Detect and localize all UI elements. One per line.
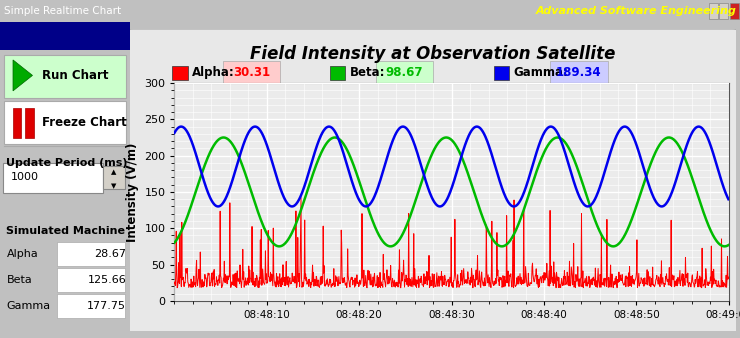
Text: Beta:: Beta: bbox=[349, 66, 385, 79]
FancyBboxPatch shape bbox=[730, 3, 739, 19]
FancyBboxPatch shape bbox=[13, 108, 21, 138]
Text: Freeze Chart: Freeze Chart bbox=[41, 116, 127, 129]
FancyBboxPatch shape bbox=[4, 101, 126, 144]
FancyBboxPatch shape bbox=[494, 66, 509, 80]
Text: ▲: ▲ bbox=[112, 169, 117, 175]
Y-axis label: Intensity (V/m): Intensity (V/m) bbox=[126, 142, 138, 242]
Text: 98.67: 98.67 bbox=[386, 66, 423, 79]
Text: Alpha: Alpha bbox=[7, 249, 38, 259]
Polygon shape bbox=[13, 60, 33, 91]
FancyBboxPatch shape bbox=[376, 61, 433, 85]
FancyBboxPatch shape bbox=[25, 108, 34, 138]
Text: Alpha:: Alpha: bbox=[192, 66, 235, 79]
FancyBboxPatch shape bbox=[719, 3, 728, 19]
FancyBboxPatch shape bbox=[4, 55, 126, 98]
Text: 189.34: 189.34 bbox=[556, 66, 602, 79]
FancyBboxPatch shape bbox=[57, 294, 125, 318]
Text: Beta: Beta bbox=[7, 275, 33, 285]
FancyBboxPatch shape bbox=[124, 29, 740, 333]
Text: Update Period (ms): Update Period (ms) bbox=[7, 158, 128, 168]
FancyBboxPatch shape bbox=[550, 61, 608, 85]
FancyBboxPatch shape bbox=[0, 22, 130, 50]
Text: Gamma:: Gamma: bbox=[513, 66, 568, 79]
FancyBboxPatch shape bbox=[709, 3, 718, 19]
Text: 30.31: 30.31 bbox=[232, 66, 270, 79]
FancyBboxPatch shape bbox=[104, 166, 125, 190]
FancyBboxPatch shape bbox=[330, 66, 346, 80]
FancyBboxPatch shape bbox=[57, 268, 125, 292]
Text: Run Chart: Run Chart bbox=[41, 69, 108, 82]
FancyBboxPatch shape bbox=[57, 242, 125, 266]
Text: Simulated Machine: Simulated Machine bbox=[7, 225, 126, 236]
FancyBboxPatch shape bbox=[223, 61, 280, 85]
Text: Field Intensity at Observation Satellite: Field Intensity at Observation Satellite bbox=[250, 46, 616, 64]
FancyBboxPatch shape bbox=[3, 163, 103, 193]
Text: 125.66: 125.66 bbox=[87, 275, 126, 285]
Text: 1000: 1000 bbox=[10, 172, 38, 183]
Text: Simple Realtime Chart: Simple Realtime Chart bbox=[4, 6, 121, 16]
FancyBboxPatch shape bbox=[172, 66, 188, 80]
Text: 177.75: 177.75 bbox=[87, 301, 126, 311]
Text: Advanced Software Engineering: Advanced Software Engineering bbox=[536, 6, 736, 16]
Text: Gamma: Gamma bbox=[7, 301, 50, 311]
Text: 28.67: 28.67 bbox=[94, 249, 126, 259]
Text: ▼: ▼ bbox=[112, 183, 117, 189]
